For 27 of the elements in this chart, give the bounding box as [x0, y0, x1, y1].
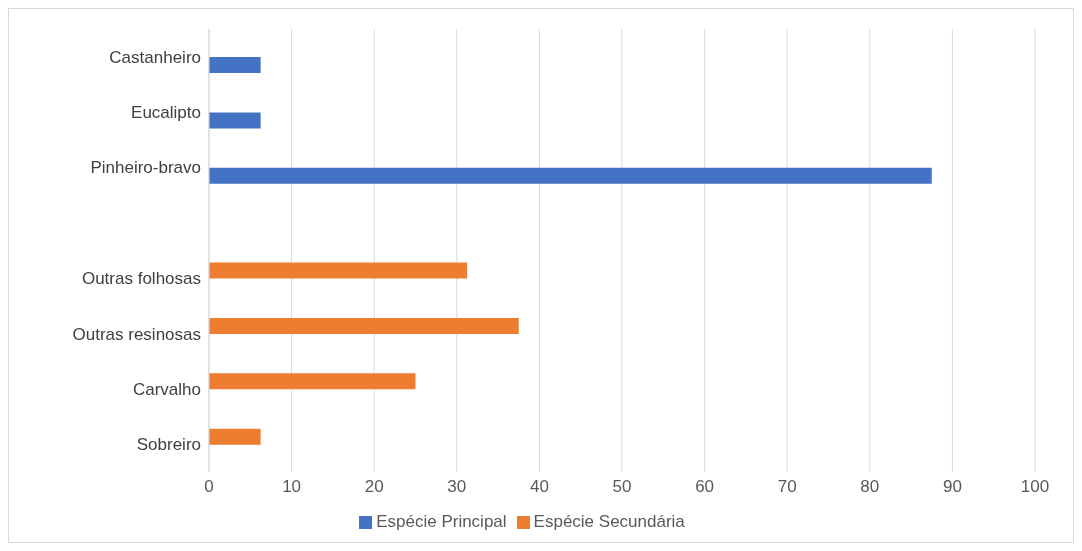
x-tick-label: 10	[282, 477, 302, 497]
legend-label: Espécie Secundária	[533, 512, 685, 531]
bar	[209, 373, 416, 390]
x-tick-label: 90	[942, 477, 962, 497]
x-tick-label: 80	[860, 477, 880, 497]
y-tick-label: Outras folhosas	[81, 269, 201, 289]
bar	[209, 57, 261, 73]
y-tick-label: Eucalipto	[131, 103, 201, 123]
x-tick-label: 100	[1020, 477, 1050, 497]
bar	[209, 167, 932, 184]
y-tick-label: Carvalho	[132, 379, 201, 399]
x-tick-label: 40	[529, 477, 549, 497]
bar	[209, 317, 519, 334]
bar	[209, 262, 468, 279]
x-tick-label: 70	[777, 477, 797, 497]
x-tick-label: 50	[612, 477, 632, 497]
y-tick-label: Outras resinosas	[72, 324, 201, 344]
x-tick-label: 0	[204, 477, 214, 497]
x-tick-label: 30	[447, 477, 467, 497]
bar	[209, 112, 261, 129]
y-tick-label: Castanheiro	[109, 47, 201, 67]
x-tick-label: 20	[364, 477, 384, 497]
x-tick-label: 60	[695, 477, 715, 497]
legend-label: Espécie Principal	[376, 512, 507, 531]
y-tick-label: Sobreiro	[136, 435, 201, 455]
bar	[209, 428, 261, 445]
y-tick-label: Pinheiro-bravo	[90, 158, 201, 178]
